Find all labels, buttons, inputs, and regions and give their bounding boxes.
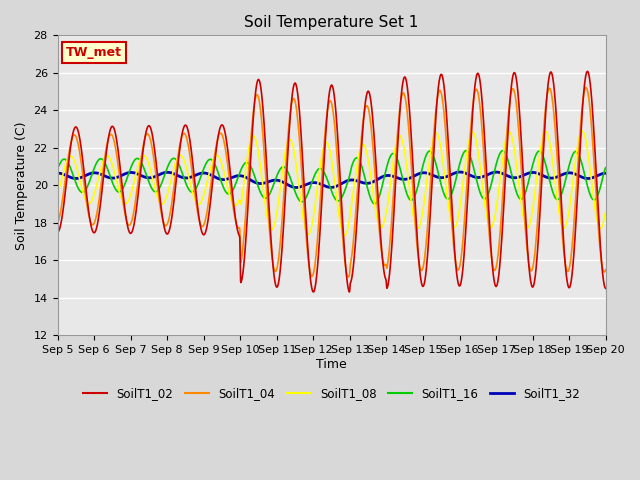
- X-axis label: Time: Time: [316, 358, 347, 371]
- Legend: SoilT1_02, SoilT1_04, SoilT1_08, SoilT1_16, SoilT1_32: SoilT1_02, SoilT1_04, SoilT1_08, SoilT1_…: [79, 382, 584, 404]
- Text: TW_met: TW_met: [66, 46, 122, 59]
- Y-axis label: Soil Temperature (C): Soil Temperature (C): [15, 121, 28, 250]
- Title: Soil Temperature Set 1: Soil Temperature Set 1: [244, 15, 419, 30]
